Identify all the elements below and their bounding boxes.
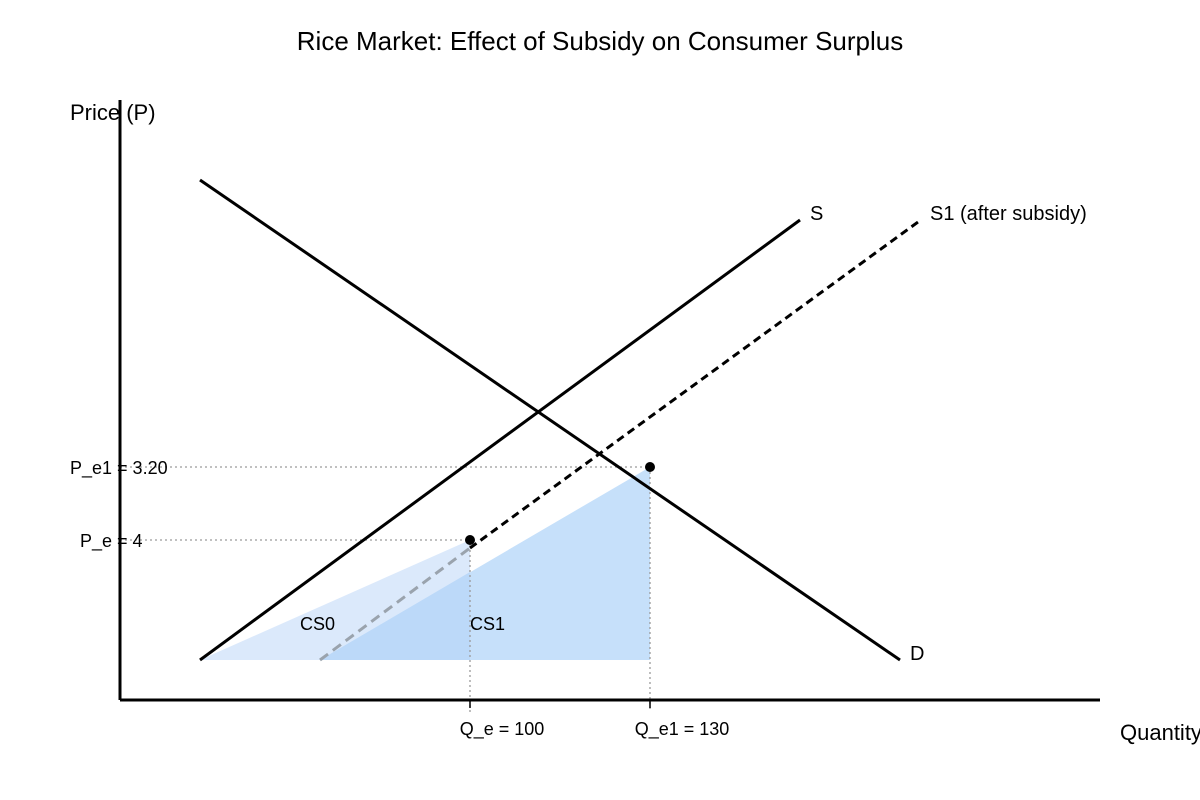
demand-label: D	[910, 643, 924, 665]
equilibrium-point-e1	[645, 462, 655, 472]
qty-e-label: Q_e = 100	[460, 719, 545, 740]
equilibrium-point-e	[465, 535, 475, 545]
supply-after-label: S1 (after subsidy)	[930, 203, 1087, 225]
price-e-label: P_e = 4	[80, 531, 143, 552]
chart-title: Rice Market: Effect of Subsidy on Consum…	[297, 26, 903, 56]
cs-overlap-region	[320, 572, 470, 660]
price-e1-label: P_e1 = 3.20	[70, 458, 168, 479]
cs0-label: CS0	[300, 614, 335, 634]
cs1-label: CS1	[470, 614, 505, 634]
demand-curve	[199, 178, 901, 662]
supply-after-subsidy-curve	[469, 220, 919, 550]
qty-e1-label: Q_e1 = 130	[635, 719, 730, 740]
supply-curve	[199, 218, 801, 662]
y-axis-label: Price (P)	[70, 100, 156, 125]
supply-label: S	[810, 203, 823, 225]
x-axis-label: Quantity	[1120, 720, 1200, 745]
